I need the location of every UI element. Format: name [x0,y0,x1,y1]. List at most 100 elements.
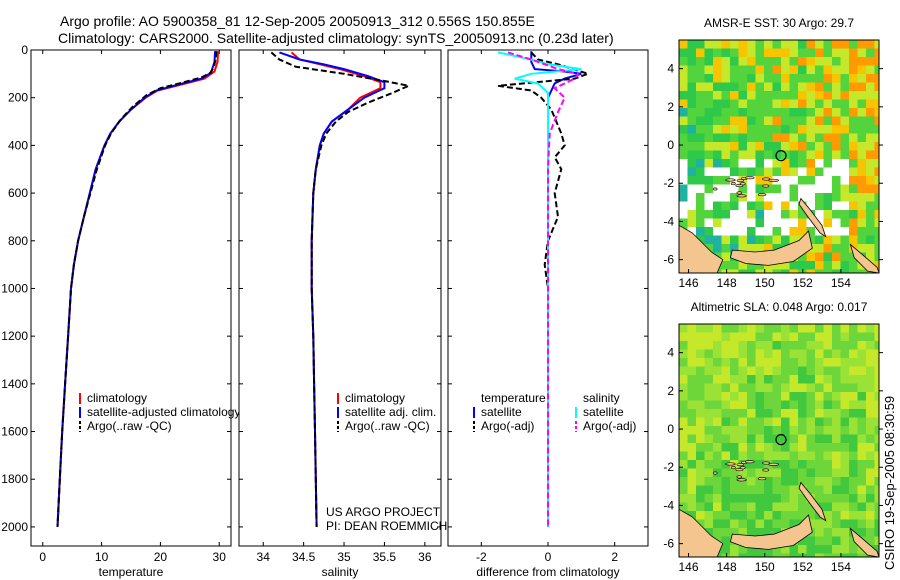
map-cell [866,218,875,228]
y-tick-label: 1000 [1,281,28,295]
map-cell [815,133,824,143]
map-cell [815,451,824,461]
map-cell [738,502,748,512]
map-cell [815,201,824,211]
map-cell [840,375,850,384]
map-cell [687,142,697,151]
map-cell [755,553,765,557]
x-tick-label: 30 [213,550,227,564]
map-cell [849,409,858,418]
map-cell [857,227,867,236]
map-cell [687,400,697,410]
map-cell [806,65,816,75]
map-cell [823,417,833,427]
map-cell [747,553,756,557]
map-cell [815,358,824,367]
map-cell [764,227,773,236]
map-cell [747,48,756,58]
map-cell [738,116,748,126]
temperature-axes-box [30,49,232,547]
map-cell [747,341,756,350]
map-cell [789,82,799,92]
map-cell [679,57,688,66]
series-line-argo-raw-qc- [56,51,218,527]
map-cell [704,485,714,495]
map-cell [874,502,879,512]
map-cell [764,116,773,126]
map-cell [764,159,773,168]
map-cell [738,341,748,350]
map-cell [789,176,799,185]
map-cell [730,48,739,58]
map-cell [840,40,850,49]
map-cell [798,502,807,512]
map-cell [857,434,867,444]
pi-annotation: PI: DEAN ROEMMICH [326,519,447,533]
map-cell [857,468,867,478]
map-cell [704,244,714,253]
map-cell [815,536,824,546]
map-cell [747,150,756,160]
map-cell [823,409,833,418]
map-cell [798,468,807,478]
map-cell [696,218,705,228]
map-cell [696,460,705,469]
map-cell [874,477,879,486]
map-cell [840,65,850,75]
map-cell [832,269,841,273]
map-cell [832,108,841,117]
x-tick-label: 20 [154,550,168,564]
map-cell [772,349,782,359]
map-cell [840,48,850,58]
map-cell [806,252,816,262]
map-cell [823,434,833,444]
temperature-profile-panel: 0 10 20 30 0 200 400 600 800 1000 1200 1400 1600 1800… [1,43,240,579]
map-cell [866,485,875,495]
map-cell [679,477,688,486]
map-cell [806,167,816,177]
map-cell [747,82,756,92]
map-cell [874,167,879,177]
map-cell [806,324,816,333]
map-cell [823,116,833,126]
map-cell [772,244,782,253]
map-cell [755,193,765,202]
map-cell [730,244,739,253]
map-cell [857,65,867,75]
map-cell [747,167,756,177]
map-cell [747,502,756,512]
map-cell [857,528,867,537]
map-cell [849,269,858,273]
map-cell [772,545,782,554]
map-cell [815,176,824,185]
legend-argo-raw-label: Argo(..raw -QC) [345,419,430,433]
map-cell [747,443,756,452]
map-cell [832,150,841,160]
map-cell [764,375,773,384]
map-cell [696,150,705,160]
map-cell [781,468,790,478]
map-cell [815,57,824,66]
map-cell [721,142,731,151]
map-cell [730,150,739,160]
map-cell [798,324,807,333]
map-cell [798,426,807,435]
map-cell [755,99,765,109]
map-cell [755,494,765,503]
map-cell [840,417,850,427]
map-cell [781,218,790,228]
map-cell [874,358,879,367]
map-cell [679,201,688,211]
map-cell [755,545,765,554]
map-cell [857,82,867,92]
map-cell [747,74,756,83]
map-cell [789,57,799,66]
map-cell [857,477,867,486]
map-cell [747,392,756,401]
map-cell [866,375,875,384]
map-cell [840,400,850,410]
x-tick-label: -2 [476,550,487,564]
map-cell [866,65,875,75]
map-cell [721,99,731,109]
map-cell [772,159,782,168]
